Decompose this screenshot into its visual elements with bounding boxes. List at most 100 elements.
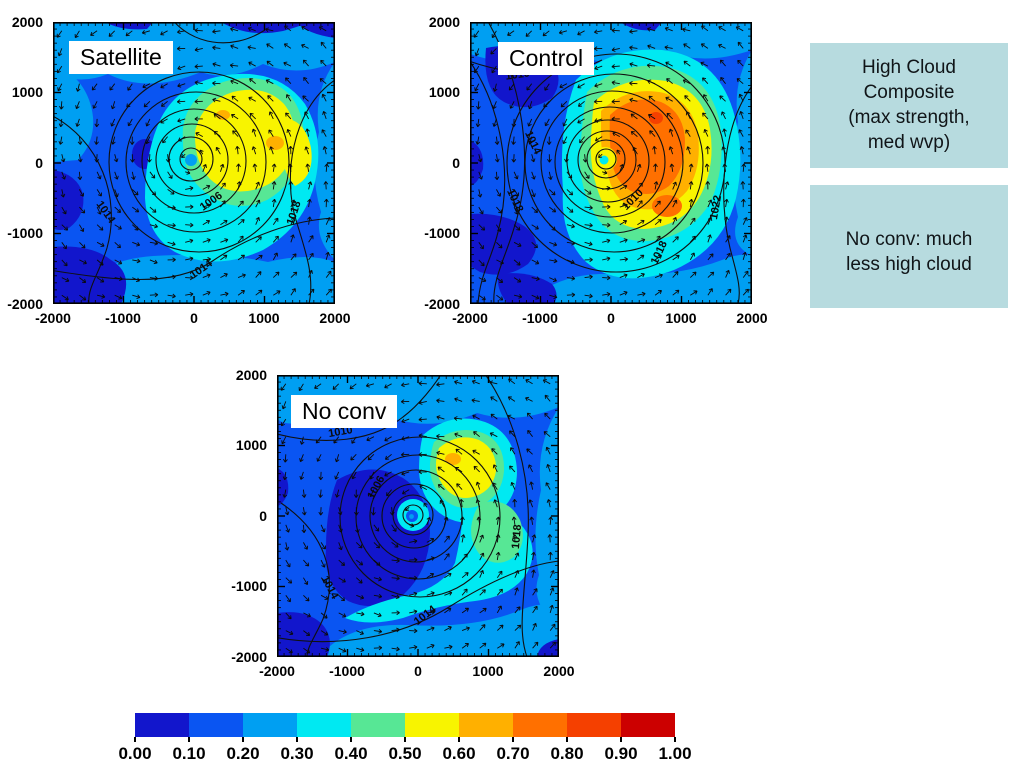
wind-vector bbox=[544, 394, 551, 402]
wind-vector bbox=[237, 254, 246, 261]
wind-vector bbox=[542, 30, 550, 37]
isobar-ring bbox=[355, 454, 481, 580]
wind-vector bbox=[149, 259, 158, 265]
wind-vector bbox=[496, 259, 504, 265]
wind-vector bbox=[90, 30, 98, 36]
wind-vector bbox=[280, 383, 287, 391]
wind-vector bbox=[461, 572, 469, 579]
panel-title-control: Control bbox=[498, 42, 595, 75]
wind-vector bbox=[177, 29, 186, 35]
wind-vector bbox=[110, 101, 116, 110]
wind-vector bbox=[683, 60, 691, 67]
wind-vector bbox=[637, 182, 643, 190]
wind-vector bbox=[579, 136, 585, 144]
wind-vector bbox=[79, 206, 86, 214]
wind-vector bbox=[268, 129, 274, 137]
wind-vector bbox=[705, 145, 711, 155]
note-line: less high cloud bbox=[846, 254, 972, 275]
wind-vector bbox=[444, 572, 452, 579]
wind-vector bbox=[132, 206, 140, 213]
wind-vector bbox=[584, 189, 592, 195]
wind-vector bbox=[373, 645, 383, 651]
colorbar-tick bbox=[188, 737, 190, 742]
wind-vector bbox=[320, 542, 326, 550]
wind-vector bbox=[513, 171, 519, 180]
wind-vector bbox=[272, 271, 280, 278]
wind-vector bbox=[528, 464, 534, 473]
x-tick-label: 1000 bbox=[248, 310, 280, 326]
colorbar-tick bbox=[674, 737, 676, 742]
wind-vector bbox=[619, 184, 628, 190]
wind-vector bbox=[514, 587, 519, 596]
wind-vector bbox=[185, 204, 194, 210]
wind-vector bbox=[668, 128, 674, 137]
shaded-region bbox=[296, 22, 335, 38]
wind-vector bbox=[532, 588, 538, 596]
wind-vector bbox=[167, 257, 176, 263]
wind-vector bbox=[149, 189, 157, 196]
wind-vector bbox=[584, 171, 590, 179]
wind-vector bbox=[325, 288, 332, 296]
wind-vector bbox=[531, 224, 539, 230]
wind-vector bbox=[527, 429, 533, 437]
y-axis-labels-control: 2000 1000 0 -1000 -2000 bbox=[418, 14, 464, 314]
wind-vector bbox=[338, 524, 343, 533]
wind-vector bbox=[475, 481, 481, 490]
wind-vector bbox=[476, 516, 482, 525]
wind-vector bbox=[647, 27, 656, 32]
wind-vector bbox=[409, 575, 418, 581]
wind-vector bbox=[549, 294, 558, 299]
wind-vector bbox=[647, 44, 656, 49]
wind-vector bbox=[531, 241, 539, 249]
wind-vector bbox=[720, 76, 726, 84]
wind-vector bbox=[549, 241, 558, 247]
isobar-line bbox=[723, 85, 752, 304]
wind-vector bbox=[742, 270, 749, 278]
wind-vector bbox=[202, 203, 211, 208]
wind-vector bbox=[577, 30, 585, 36]
wind-vector bbox=[77, 136, 83, 145]
wind-vector bbox=[444, 607, 452, 614]
shaded-region bbox=[620, 22, 662, 31]
wind-vector bbox=[249, 78, 256, 85]
wind-vector bbox=[391, 575, 400, 581]
wind-vector bbox=[283, 43, 292, 49]
wind-vector bbox=[290, 217, 296, 225]
wind-vector bbox=[333, 436, 340, 444]
wind-vector bbox=[742, 234, 748, 243]
wind-vector bbox=[132, 294, 141, 299]
wind-vector bbox=[496, 224, 502, 232]
wind-vector bbox=[142, 83, 151, 89]
wind-vector bbox=[496, 189, 502, 197]
wind-vector bbox=[271, 181, 277, 190]
wind-vector bbox=[682, 27, 691, 32]
wind-vector bbox=[303, 594, 310, 602]
wind-vector bbox=[177, 136, 186, 142]
wind-vector bbox=[272, 217, 279, 225]
wind-vector bbox=[702, 112, 709, 120]
wind-vector bbox=[736, 78, 744, 85]
panel-title-satellite: Satellite bbox=[69, 41, 173, 74]
wind-vector bbox=[549, 277, 557, 282]
wind-vector bbox=[532, 622, 537, 631]
wind-vector bbox=[160, 83, 168, 89]
wind-vector bbox=[285, 524, 290, 533]
wind-vector bbox=[283, 454, 288, 463]
wind-vector bbox=[700, 43, 709, 49]
wind-vector bbox=[75, 83, 81, 92]
wind-vector bbox=[320, 41, 327, 49]
wind-vector bbox=[298, 383, 304, 392]
wind-vector bbox=[290, 271, 298, 278]
wind-vector bbox=[496, 624, 504, 631]
wind-vector bbox=[461, 643, 469, 649]
wind-vector bbox=[689, 217, 696, 225]
wind-vector bbox=[231, 95, 239, 102]
wind-vector bbox=[478, 242, 484, 250]
wind-vector bbox=[418, 452, 427, 457]
wind-vector bbox=[546, 136, 552, 145]
wind-vector bbox=[230, 79, 239, 85]
wind-vector bbox=[147, 154, 152, 163]
wind-vector bbox=[290, 234, 295, 243]
wind-vector bbox=[630, 113, 638, 120]
wind-vector bbox=[700, 61, 709, 67]
